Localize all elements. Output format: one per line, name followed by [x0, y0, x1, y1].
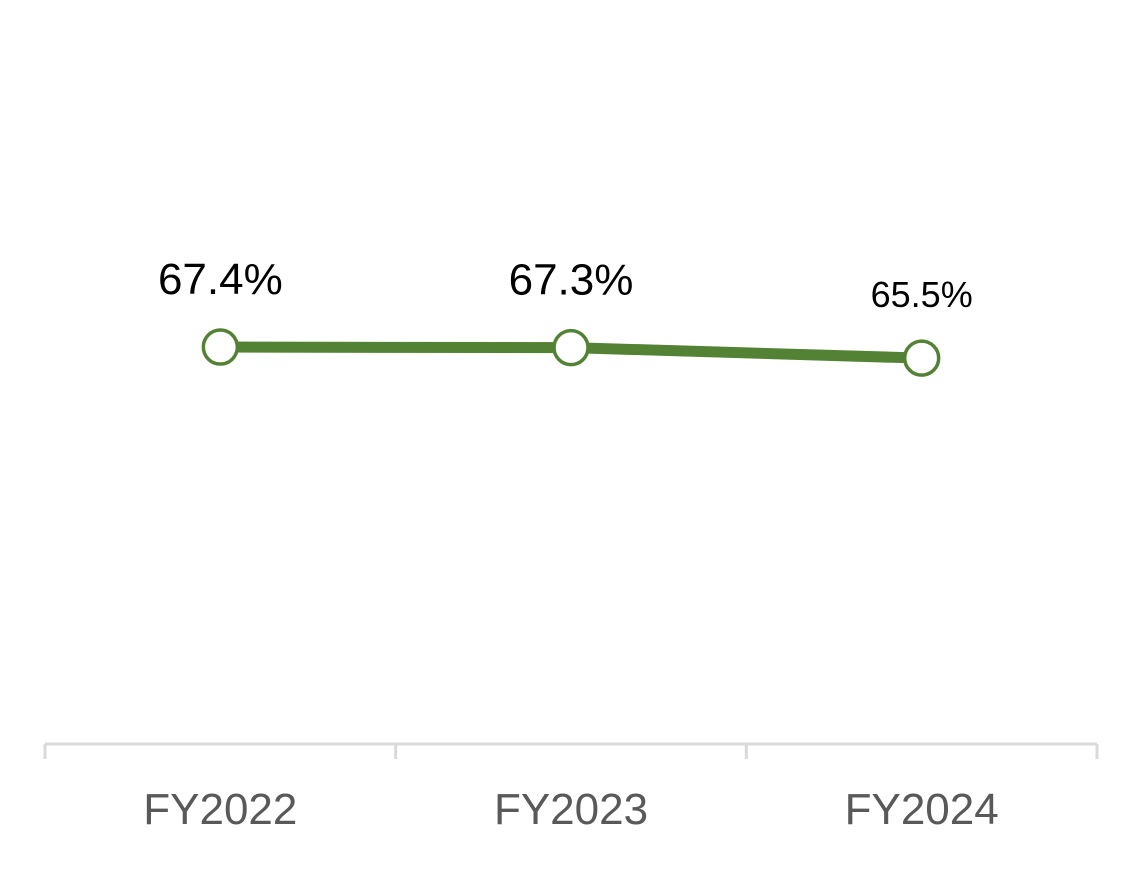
data-point-marker — [201, 328, 240, 366]
data-point-marker — [552, 328, 590, 367]
x-tick-label: FY2023 — [494, 785, 648, 834]
x-axis — [43, 742, 1099, 759]
data-labels: 67.4% 67.3% 65.5% — [158, 255, 973, 315]
data-label: 65.5% — [871, 274, 973, 315]
x-tick-label: FY2024 — [845, 785, 999, 834]
data-label: 67.3% — [509, 256, 634, 305]
series — [201, 328, 941, 377]
x-tick-label: FY2022 — [143, 785, 297, 834]
x-tick-labels: FY2022 FY2023 FY2024 — [143, 785, 998, 834]
data-point-marker — [902, 339, 941, 377]
data-label: 67.4% — [158, 255, 283, 304]
